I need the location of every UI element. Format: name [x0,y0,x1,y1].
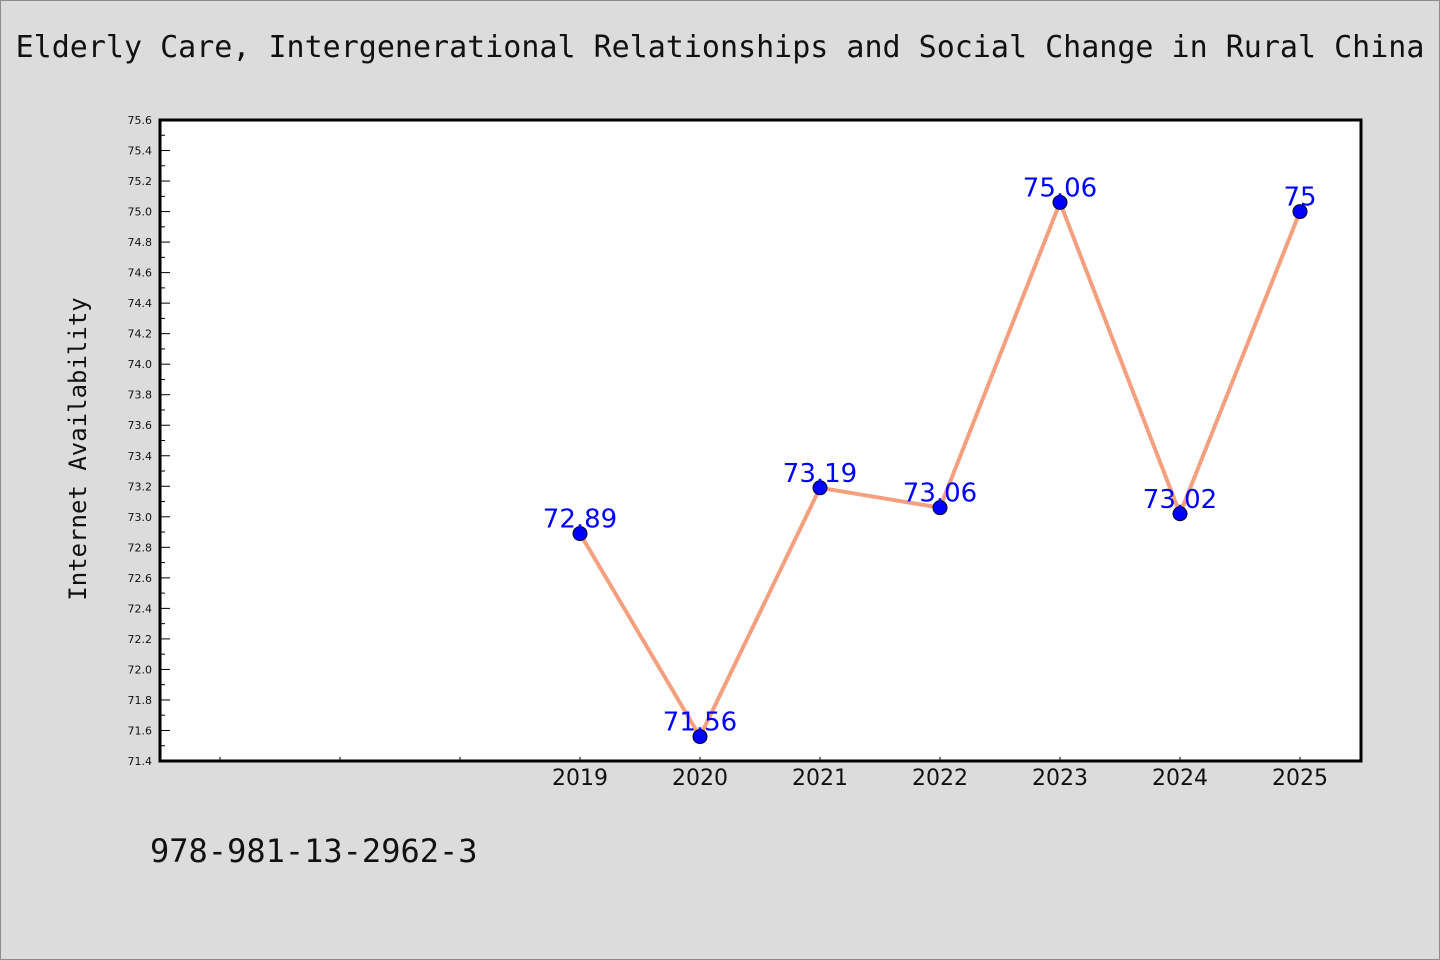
x-axis: 2019 2020 2021 2022 2023 2024 2025 [219,757,1328,791]
y-tick-label: 73.4 [128,450,153,463]
data-label: 71.56 [663,708,737,738]
y-tick-label: 75.4 [128,145,153,158]
data-point [1052,194,1068,210]
y-tick-label: 74.4 [128,297,153,310]
data-point [1292,204,1308,220]
chart-title: Elderly Care, Intergenerational Relation… [15,30,1425,65]
data-label: 73.06 [903,479,977,509]
y-tick-label: 74.6 [128,267,153,280]
y-tick-label: 73.0 [128,511,153,524]
plot-border [158,118,1363,763]
y-tick-label: 74.0 [128,358,153,371]
y-tick-label: 72.0 [128,663,153,676]
y-tick-label: 71.4 [128,755,153,768]
series-group: 72.89 71.56 73.19 73.06 75.06 73.02 75 [543,173,1317,745]
data-label: 75 [1283,183,1316,213]
y-tick-label: 72.6 [128,572,153,585]
y-tick-label: 73.6 [128,419,153,432]
x-tick-label: 2025 [1272,766,1328,791]
data-point [692,729,708,745]
y-tick-label: 72.8 [128,541,153,554]
x-tick-label: 2019 [552,766,608,791]
y-axis-title: Internet Availability [64,297,92,600]
y-tick-label: 73.8 [128,389,153,402]
y-tick-label: 72.2 [128,633,153,646]
y-tick-label: 72.4 [128,602,153,615]
y-tick-label: 71.8 [128,694,153,707]
y-tick-label: 73.2 [128,480,153,493]
x-tick-label: 2022 [912,766,968,791]
y-tick-label: 75.6 [128,114,153,127]
data-label: 73.19 [783,459,857,489]
data-point [812,480,828,496]
data-point [572,526,588,542]
data-label: 73.02 [1143,485,1217,515]
isbn-annotation: 978-981-13-2962-3 [150,832,478,870]
x-tick-label: 2023 [1032,766,1088,791]
y-axis: 71.4 71.6 71.8 72.0 72.2 72.4 72.6 72.8 73.0 73.2… [128,114,170,768]
x-tick-label: 2021 [792,766,848,791]
y-tick-label: 75.0 [128,206,153,219]
x-tick-label: 2024 [1152,766,1208,791]
y-tick-label: 71.6 [128,724,153,737]
y-tick-label: 75.2 [128,175,153,188]
data-label: 72.89 [543,505,617,535]
data-point [1172,506,1188,522]
y-tick-label: 74.2 [128,328,153,341]
x-tick-label: 2020 [672,766,728,791]
data-label: 75.06 [1023,173,1097,203]
y-tick-label: 74.8 [128,236,153,249]
data-point [932,500,948,516]
plot-area [160,120,1361,761]
